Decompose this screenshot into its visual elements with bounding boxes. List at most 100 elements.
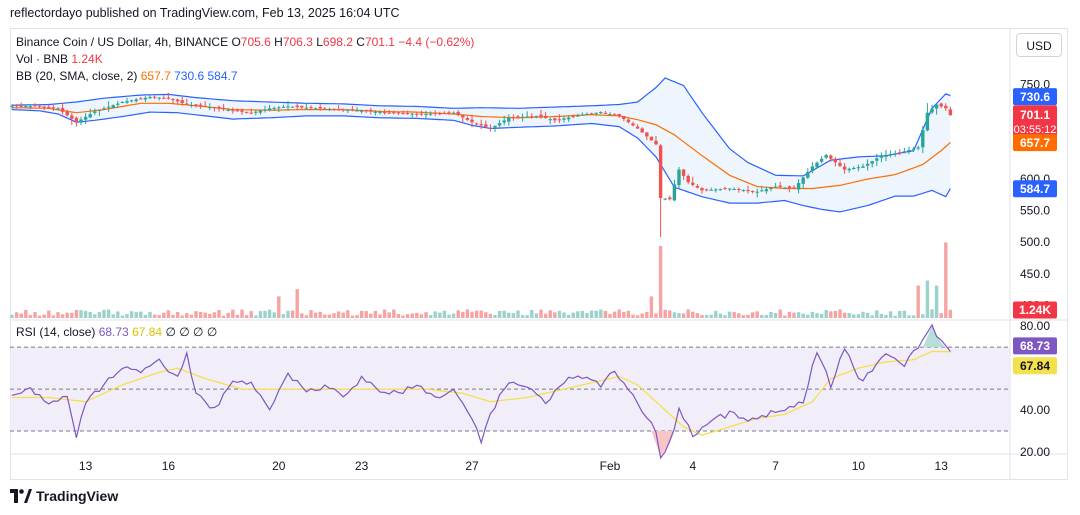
- volume-bar[interactable]: [520, 315, 525, 318]
- candle-body[interactable]: [589, 113, 594, 115]
- volume-bar[interactable]: [396, 314, 401, 318]
- candle-body[interactable]: [189, 105, 194, 107]
- volume-bar[interactable]: [341, 312, 345, 318]
- volume-bar[interactable]: [60, 314, 65, 318]
- candle-body[interactable]: [208, 107, 212, 109]
- candle-body[interactable]: [617, 113, 621, 116]
- volume-bar[interactable]: [65, 312, 69, 318]
- candle-body[interactable]: [925, 112, 930, 131]
- volume-bar[interactable]: [410, 313, 414, 318]
- volume-bar[interactable]: [111, 314, 115, 318]
- candle-body[interactable]: [488, 127, 493, 129]
- volume-bar[interactable]: [359, 310, 364, 318]
- candle-body[interactable]: [56, 108, 60, 110]
- volume-bar[interactable]: [916, 285, 920, 318]
- volume-bar[interactable]: [290, 310, 295, 318]
- volume-bar[interactable]: [792, 312, 796, 318]
- volume-bar[interactable]: [74, 309, 79, 318]
- volume-bar[interactable]: [419, 314, 424, 318]
- candle-body[interactable]: [226, 110, 230, 112]
- volume-bar[interactable]: [829, 311, 833, 318]
- candle-body[interactable]: [608, 114, 612, 115]
- volume-bar[interactable]: [139, 311, 143, 318]
- volume-bar[interactable]: [401, 315, 405, 318]
- candle-body[interactable]: [249, 112, 253, 114]
- volume-bar[interactable]: [539, 309, 543, 318]
- candle-body[interactable]: [879, 155, 884, 158]
- candle-body[interactable]: [516, 116, 520, 118]
- volume-bar[interactable]: [474, 310, 479, 318]
- volume-bar[interactable]: [737, 313, 741, 318]
- volume-bar[interactable]: [97, 312, 102, 318]
- candle-body[interactable]: [258, 110, 263, 113]
- candle-body[interactable]: [856, 167, 861, 169]
- candle-body[interactable]: [134, 99, 138, 102]
- candle-body[interactable]: [599, 112, 603, 114]
- candle-body[interactable]: [14, 105, 19, 107]
- volume-bar[interactable]: [815, 313, 819, 318]
- candle-body[interactable]: [622, 116, 626, 120]
- candle-body[interactable]: [640, 128, 644, 133]
- candle-body[interactable]: [479, 124, 483, 126]
- candle-body[interactable]: [152, 96, 157, 98]
- volume-bar[interactable]: [125, 314, 129, 318]
- candle-body[interactable]: [507, 117, 511, 122]
- candle-body[interactable]: [884, 154, 888, 157]
- volume-bar[interactable]: [727, 311, 732, 318]
- volume-bar[interactable]: [548, 310, 552, 318]
- candle-body[interactable]: [787, 186, 792, 189]
- volume-bar[interactable]: [787, 311, 792, 318]
- candle-body[interactable]: [116, 103, 120, 105]
- candle-body[interactable]: [907, 150, 911, 151]
- candle-body[interactable]: [143, 97, 148, 100]
- volume-bar[interactable]: [102, 309, 106, 318]
- volume-bar[interactable]: [318, 311, 322, 318]
- volume-bar[interactable]: [944, 242, 948, 318]
- candle-body[interactable]: [686, 175, 690, 183]
- candle-body[interactable]: [309, 107, 313, 109]
- volume-bar[interactable]: [226, 312, 230, 318]
- volume-bar[interactable]: [718, 313, 723, 318]
- volume-bar[interactable]: [626, 310, 631, 318]
- candle-body[interactable]: [139, 98, 143, 100]
- candle-body[interactable]: [635, 126, 640, 129]
- candle-body[interactable]: [681, 169, 686, 176]
- volume-bar[interactable]: [852, 314, 856, 318]
- candle-body[interactable]: [180, 100, 184, 103]
- volume-bar[interactable]: [451, 313, 456, 318]
- volume-bar[interactable]: [152, 314, 157, 318]
- volume-bar[interactable]: [911, 315, 916, 318]
- volume-bar[interactable]: [677, 313, 681, 318]
- candle-body[interactable]: [456, 111, 460, 116]
- candle-body[interactable]: [580, 114, 585, 116]
- candle-body[interactable]: [631, 123, 635, 126]
- volume-bar[interactable]: [56, 312, 60, 318]
- volume-bar[interactable]: [28, 315, 33, 318]
- volume-bar[interactable]: [934, 285, 939, 318]
- candle-body[interactable]: [313, 108, 318, 110]
- volume-bar[interactable]: [263, 310, 267, 318]
- candle-body[interactable]: [97, 109, 102, 111]
- volume-bar[interactable]: [19, 313, 23, 318]
- volume-bar[interactable]: [571, 312, 575, 318]
- volume-bar[interactable]: [778, 309, 782, 318]
- candle-body[interactable]: [801, 177, 805, 184]
- volume-bar[interactable]: [819, 313, 824, 318]
- candle-body[interactable]: [410, 113, 414, 115]
- candle-body[interactable]: [70, 115, 74, 119]
- candle-body[interactable]: [272, 107, 276, 109]
- candle-body[interactable]: [603, 112, 608, 114]
- volume-bar[interactable]: [456, 310, 460, 318]
- volume-bar[interactable]: [847, 312, 851, 318]
- candle-body[interactable]: [746, 190, 750, 192]
- volume-bar[interactable]: [442, 310, 447, 318]
- candle-body[interactable]: [24, 106, 28, 108]
- candle-body[interactable]: [244, 111, 249, 113]
- candle-body[interactable]: [714, 189, 718, 191]
- volume-bar[interactable]: [668, 310, 672, 318]
- volume-bar[interactable]: [553, 312, 557, 318]
- candle-body[interactable]: [833, 158, 838, 163]
- candle-body[interactable]: [806, 171, 810, 178]
- candle-body[interactable]: [750, 190, 755, 192]
- candle-body[interactable]: [373, 111, 378, 113]
